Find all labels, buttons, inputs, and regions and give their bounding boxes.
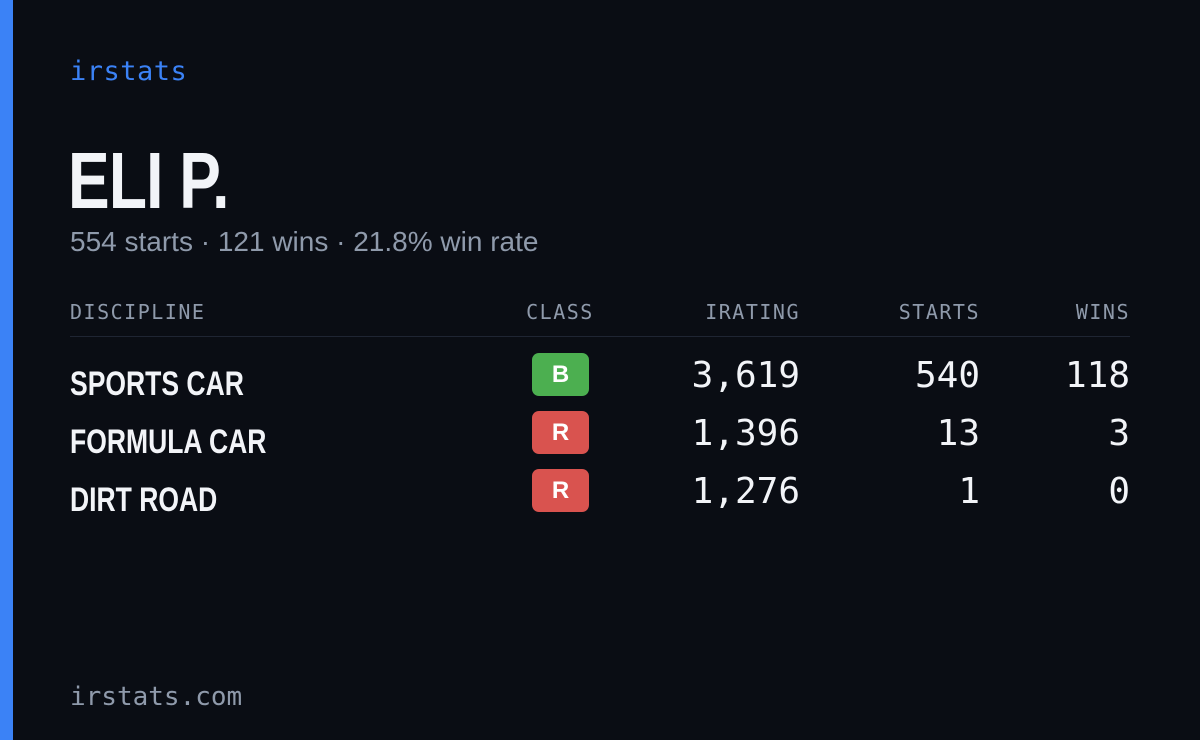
- wins-value: 118: [1064, 355, 1130, 396]
- class-badge: B: [532, 353, 589, 396]
- driver-name: ELI P.: [68, 136, 229, 225]
- discipline-name: FORMULA CAR: [70, 423, 267, 461]
- discipline-name: DIRT ROAD: [70, 481, 218, 519]
- column-header-starts: STARTS: [898, 300, 980, 324]
- discipline-name: SPORTS CAR: [70, 365, 244, 403]
- driver-summary: 554 starts · 121 wins · 21.8% win rate: [70, 226, 539, 257]
- column-header-irating: IRATING: [705, 300, 800, 324]
- irating-value: 1,396: [691, 413, 800, 454]
- table-row: SPORTS CAR B 3,619 540 118: [70, 353, 1130, 411]
- class-badge: R: [532, 469, 589, 512]
- discipline-table: DISCIPLINE CLASS IRATING STARTS WINS SPO…: [70, 298, 1130, 527]
- accent-bar: [0, 0, 13, 740]
- irating-value: 3,619: [691, 355, 800, 396]
- table-row: DIRT ROAD R 1,276 1 0: [70, 469, 1130, 527]
- brand-logo: irstats: [70, 56, 188, 87]
- class-badge: R: [532, 411, 589, 454]
- column-header-wins: WINS: [1075, 300, 1130, 324]
- wins-value: 0: [1108, 471, 1130, 512]
- starts-value: 1: [958, 471, 980, 512]
- starts-value: 540: [914, 355, 980, 396]
- wins-value: 3: [1108, 413, 1130, 454]
- footer-link[interactable]: irstats.com: [70, 682, 243, 712]
- starts-value: 13: [936, 413, 980, 454]
- table-header: DISCIPLINE CLASS IRATING STARTS WINS: [70, 298, 1130, 337]
- irating-value: 1,276: [691, 471, 800, 512]
- column-header-discipline: DISCIPLINE: [70, 300, 206, 324]
- table-row: FORMULA CAR R 1,396 13 3: [70, 411, 1130, 469]
